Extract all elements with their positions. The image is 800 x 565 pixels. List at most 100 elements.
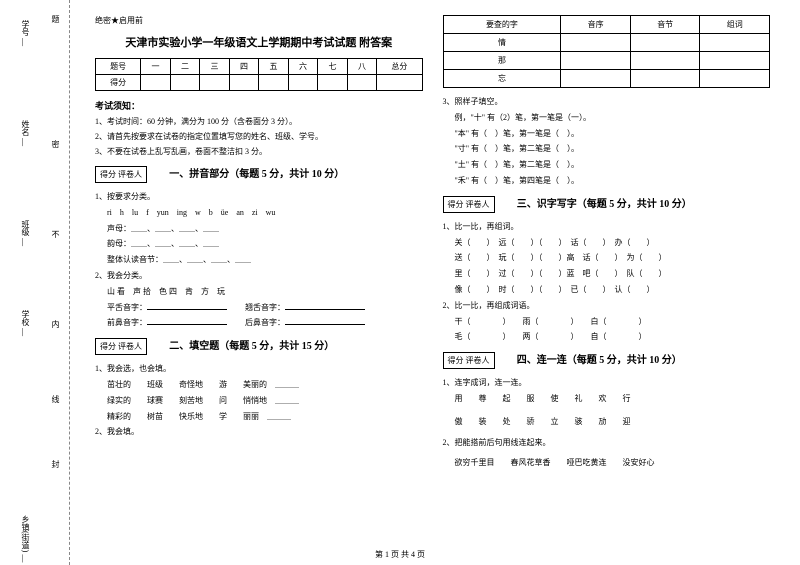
binding-label: 学号 __: [20, 20, 31, 46]
score-header: 五: [259, 59, 289, 75]
table-header: 音序: [561, 16, 631, 34]
score-header: 七: [318, 59, 348, 75]
binding-margin: 题 密 不 内 线 封 学号 __ 姓名 __ 班级 __ 学校 __ 乡镇(街…: [0, 0, 70, 565]
question-line: 韵母：＿＿、＿＿、＿＿、＿＿: [95, 238, 423, 251]
score-cell: [288, 75, 318, 91]
question-title: 1、连字成词，连一连。: [443, 377, 771, 390]
right-column: 要查的字 音序 音节 组词 情 那 忘 3、照样子填空。 例，"十" 有（2）笔…: [433, 15, 781, 560]
instructions-title: 考试须知：: [95, 99, 423, 112]
question-title: 2、比一比，再组成词语。: [443, 300, 771, 313]
score-cell: [259, 75, 289, 91]
score-header: 题号: [96, 59, 141, 75]
instruction-item: 2、请首先按要求在试卷的指定位置填写您的姓名、班级、学号。: [95, 131, 423, 143]
question-line: "禾" 有（ ）笔，第四笔是（ ）。: [443, 175, 771, 188]
score-cell: [229, 75, 259, 91]
score-header: 八: [347, 59, 377, 75]
question-line: 平舌音字： 翘舌音字：: [95, 302, 423, 315]
blank: [147, 324, 227, 325]
char-lookup-table: 要查的字 音序 音节 组词 情 那 忘: [443, 15, 771, 88]
table-cell: [700, 70, 770, 88]
score-evaluator-box: 得分 评卷人: [95, 166, 147, 183]
score-evaluator-box: 得分 评卷人: [443, 352, 495, 369]
table-cell: 情: [443, 34, 561, 52]
label: 前鼻音字：: [107, 318, 147, 327]
score-cell: [347, 75, 377, 91]
score-cell: [318, 75, 348, 91]
binding-side-text: 密: [50, 140, 61, 148]
score-row-label: 得分: [96, 75, 141, 91]
question-row: 欲穷千里目 春风花草香 哑巴吃黄连 没安好心: [443, 457, 771, 470]
score-header: 三: [200, 59, 230, 75]
score-header: 二: [170, 59, 200, 75]
score-cell: [141, 75, 171, 91]
question-row: 关（ ） 远（ ）（ ） 话（ ） 办（ ）: [443, 237, 771, 250]
table-cell: [630, 52, 700, 70]
question-chars: 山 看 声 拾 色 四 肯 方 玩: [95, 286, 423, 299]
score-cell: [377, 75, 422, 91]
blank: [147, 309, 227, 310]
page-footer: 第 1 页 共 4 页: [0, 549, 800, 560]
binding-side-text: 封: [50, 460, 61, 468]
question-row: 像（ ） 时（ ）（ ） 已（ ） 认（ ）: [443, 284, 771, 297]
question-row: 傲 装 处 骄 立 骇 劢 迎: [443, 416, 771, 429]
question-row: 用 尊 起 服 使 礼 欢 行: [443, 393, 771, 406]
question-line: 声母：＿＿、＿＿、＿＿、＿＿: [95, 223, 423, 236]
question-row: 绿实的 球赛 刻苦地 问 悄悄地 ＿＿＿: [95, 395, 423, 408]
question-row: 里（ ） 过（ ）（ ）蓝 吧（ ） 队（ ）: [443, 268, 771, 281]
section-heading: 二、填空题（每题 5 分，共计 15 分）: [169, 341, 334, 352]
question-title: 1、我会选，也会填。: [95, 363, 423, 376]
question-line: 整体认读音节：＿＿、＿＿、＿＿、＿＿: [95, 254, 423, 267]
binding-side-text: 不: [50, 230, 61, 238]
table-cell: [561, 52, 631, 70]
score-header: 总分: [377, 59, 422, 75]
question-row: 干（ ） 雨（ ） 白（ ）: [443, 316, 771, 329]
score-table: 题号 一 二 三 四 五 六 七 八 总分 得分: [95, 58, 423, 91]
section-heading: 四、连一连（每题 5 分，共计 10 分）: [517, 355, 682, 366]
label: 平舌音字：: [107, 303, 147, 312]
left-column: 绝密★启用前 天津市实验小学一年级语文上学期期中考试试题 附答案 题号 一 二 …: [85, 15, 433, 560]
question-row: 茁壮的 班级 奇怪地 游 美丽的 ＿＿＿: [95, 379, 423, 392]
question-example: 例，"十" 有（2）笔，第一笔是（一）。: [443, 112, 771, 125]
binding-label: 学校 __: [20, 310, 31, 336]
question-title: 2、我会填。: [95, 426, 423, 439]
question-line: "土" 有（ ）笔，第二笔是（ ）。: [443, 159, 771, 172]
label: 后鼻音字：: [245, 318, 285, 327]
score-evaluator-box: 得分 评卷人: [443, 196, 495, 213]
blank: [285, 324, 365, 325]
question-title: 1、比一比，再组词。: [443, 221, 771, 234]
question-title: 1、按要求分类。: [95, 191, 423, 204]
score-header: 六: [288, 59, 318, 75]
question-line: 前鼻音字： 后鼻音字：: [95, 317, 423, 330]
score-cell: [200, 75, 230, 91]
label: 翘舌音字：: [245, 303, 285, 312]
table-cell: [630, 70, 700, 88]
question-letters: ri h lu f yun ing w b üe an zi wu: [95, 207, 423, 220]
binding-label: 班级 __: [20, 220, 31, 246]
score-cell: [170, 75, 200, 91]
question-title: 2、把能搭前后句用线连起来。: [443, 437, 771, 450]
table-cell: [700, 52, 770, 70]
binding-side-text: 线: [50, 395, 61, 403]
question-title: 2、我会分类。: [95, 270, 423, 283]
binding-label: 姓名 __: [20, 120, 31, 146]
table-cell: [561, 70, 631, 88]
question-line: "寸" 有（ ）笔，第二笔是（ ）。: [443, 143, 771, 156]
section-heading: 三、识字写字（每题 5 分，共计 10 分）: [517, 199, 692, 210]
table-cell: [700, 34, 770, 52]
section-heading: 一、拼音部分（每题 5 分，共计 10 分）: [169, 169, 344, 180]
question-line: "本" 有（ ）笔，第一笔是（ ）。: [443, 128, 771, 141]
table-cell: [561, 34, 631, 52]
question-row: 精彩的 树苗 快乐地 学 丽丽 ＿＿＿: [95, 411, 423, 424]
binding-side-text: 题: [50, 15, 61, 23]
table-header: 要查的字: [443, 16, 561, 34]
score-header: 四: [229, 59, 259, 75]
question-row: 送（ ） 玩（ ）（ ）高 话（ ） 为（ ）: [443, 252, 771, 265]
question-title: 3、照样子填空。: [443, 96, 771, 109]
instruction-item: 3、不要在试卷上乱写乱画，卷面不整洁扣 3 分。: [95, 146, 423, 158]
table-header: 组词: [700, 16, 770, 34]
question-row: 毛（ ） 两（ ） 自（ ）: [443, 331, 771, 344]
table-cell: [630, 34, 700, 52]
score-header: 一: [141, 59, 171, 75]
blank: [285, 309, 365, 310]
table-cell: 那: [443, 52, 561, 70]
